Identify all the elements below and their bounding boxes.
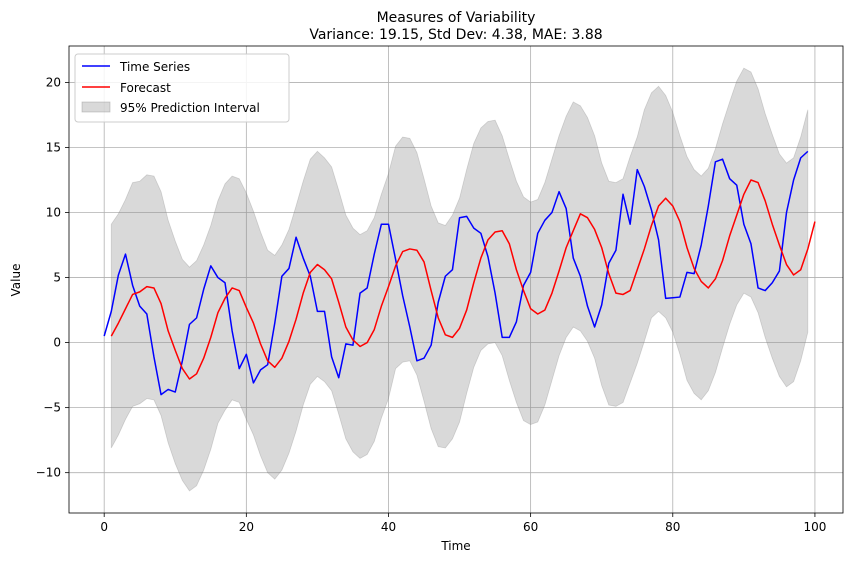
grid xyxy=(69,46,843,513)
prediction-interval-band xyxy=(110,67,809,492)
x-tick-label: 60 xyxy=(523,520,538,534)
x-tick-label: 0 xyxy=(100,520,108,534)
legend-label-forecast: Forecast xyxy=(120,81,171,95)
x-tick-label: 100 xyxy=(803,520,826,534)
time-series-line xyxy=(103,150,809,396)
legend-label-prediction-interval: 95% Prediction Interval xyxy=(120,101,260,115)
legend: Time Series Forecast 95% Prediction Inte… xyxy=(74,53,290,123)
legend-swatch-prediction-interval xyxy=(81,101,111,113)
x-tick-label: 20 xyxy=(239,520,254,534)
chart-subtitle: Variance: 19.15, Std Dev: 4.38, MAE: 3.8… xyxy=(309,27,602,43)
y-tick-label: −5 xyxy=(43,401,61,415)
legend-box xyxy=(74,53,290,123)
axes: 0 20 40 60 80 100 −10 −5 0 5 10 15 20 xyxy=(36,75,827,534)
chart-title: Measures of Variability xyxy=(377,10,536,26)
y-tick-label: 0 xyxy=(53,336,61,350)
y-axis-label: Value xyxy=(9,264,23,297)
y-tick-label: 20 xyxy=(46,75,61,89)
prediction-interval-area xyxy=(110,67,809,492)
y-tick-label: 5 xyxy=(53,271,61,285)
plot-frame xyxy=(68,45,844,514)
y-tick-label: 15 xyxy=(46,140,61,154)
y-tick-label: 10 xyxy=(46,206,61,220)
forecast-line xyxy=(110,179,816,380)
x-tick-label: 40 xyxy=(381,520,396,534)
x-tick-label: 80 xyxy=(665,520,680,534)
y-tick-label: −10 xyxy=(36,466,61,480)
legend-label-time-series: Time Series xyxy=(119,60,190,74)
series-lines xyxy=(103,150,816,396)
x-axis-label: Time xyxy=(440,539,470,553)
